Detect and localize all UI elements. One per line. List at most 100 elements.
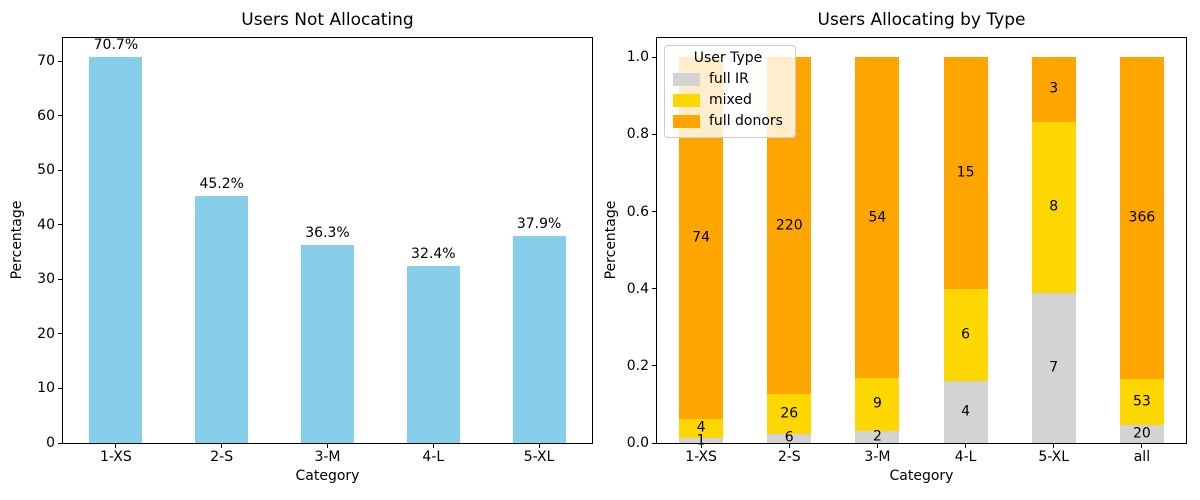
legend-title: User Type (693, 50, 763, 66)
legend-swatch (673, 72, 700, 86)
plot-area: 70.7% 45.2% 36.3% 32.4% 37.9% (62, 37, 593, 444)
segment-count-label: 20 (1132, 425, 1151, 442)
bar-segment (943, 57, 988, 289)
bar (195, 196, 249, 443)
segment-count-label: 4 (961, 403, 971, 420)
x-tick-mark (965, 444, 967, 448)
x-tick-mark (788, 444, 790, 448)
x-tick-label: 5-XL (1038, 449, 1070, 465)
x-tick-mark (700, 444, 702, 448)
segment-count-label: 3 (1049, 80, 1059, 97)
bar-segment (1119, 425, 1164, 443)
y-tick-label: 0.2 (626, 357, 649, 374)
segment-count-label: 6 (961, 326, 971, 343)
segment-count-label: 74 (692, 229, 710, 246)
y-tick-label: 0 (46, 435, 55, 451)
x-tick-label: 3-M (864, 449, 891, 465)
bar-value-label: 36.3% (305, 224, 350, 241)
y-tick-label: 30 (37, 271, 55, 288)
bar-value-label: 37.9% (516, 216, 562, 233)
y-tick-mark (652, 211, 656, 213)
legend-label: full IR (709, 71, 749, 87)
legend-items: full IR mixed full donors (673, 71, 783, 129)
y-tick-mark (652, 442, 656, 444)
bar-segment (1119, 378, 1164, 426)
x-axis-label: Category (295, 468, 360, 484)
bar-segment (855, 57, 900, 378)
bar-segment (1031, 121, 1076, 293)
x-tick-label: 1-XS (685, 449, 717, 465)
chart-title: Users Allocating by Type (817, 10, 1026, 30)
bar-value-label: 32.4% (411, 246, 456, 263)
legend: User Type full IR mixed full donors (664, 45, 796, 138)
segment-count-label: 9 (872, 395, 882, 412)
y-tick-mark (58, 442, 62, 444)
bar-segment (767, 394, 812, 434)
bar-segment (1031, 293, 1076, 443)
y-tick-mark (58, 278, 62, 280)
bar-value-label: 70.7% (93, 37, 139, 54)
bar (89, 57, 143, 443)
y-tick-label: 20 (37, 325, 55, 342)
y-tick-mark (58, 169, 62, 171)
bar-value-label: 45.2% (199, 176, 244, 193)
segment-count-label: 2 (872, 428, 882, 445)
bar-segment (1119, 57, 1164, 379)
x-tick-mark (876, 444, 878, 448)
y-tick-label: 40 (37, 216, 55, 233)
bar-segment (943, 288, 988, 382)
bar (512, 236, 566, 443)
y-tick-mark (58, 224, 62, 226)
legend-label: mixed (709, 92, 752, 108)
legend-swatch (673, 114, 700, 128)
x-tick-mark (432, 444, 434, 448)
segment-count-label: 26 (780, 405, 799, 422)
segment-count-label: 220 (775, 217, 803, 234)
segment-count-label: 366 (1128, 209, 1156, 226)
bar (301, 244, 354, 443)
x-axis-label: Category (889, 468, 954, 484)
legend-row: mixed (673, 92, 783, 108)
segment-count-label: 54 (868, 209, 887, 226)
segment-count-label: 7 (1049, 359, 1059, 376)
bar-segment (943, 381, 988, 443)
y-tick-mark (58, 60, 62, 62)
legend-row: full donors (673, 113, 783, 129)
x-tick-label: 4-L (422, 449, 445, 465)
x-tick-mark (115, 444, 117, 448)
segment-count-label: 6 (784, 429, 794, 446)
segment-count-label: 15 (956, 164, 975, 181)
segment-count-label: 8 (1049, 198, 1059, 215)
segment-count-label: 4 (696, 419, 706, 436)
x-tick-mark (1141, 444, 1143, 448)
y-tick-label: 0.4 (626, 280, 649, 297)
x-tick-mark (1053, 444, 1055, 448)
plot-area: User Type full IR mixed full donors 1 4 74 6 2… (656, 37, 1187, 448)
x-tick-label: 2-S (777, 449, 801, 465)
legend-row: full IR (673, 71, 783, 87)
segment-count-label: 53 (1132, 393, 1151, 410)
x-tick-label: all (1133, 449, 1151, 465)
y-tick-label: 60 (37, 107, 55, 124)
y-tick-mark (58, 387, 62, 389)
x-tick-label: 2-S (210, 449, 234, 465)
y-tick-label: 10 (37, 380, 55, 397)
y-tick-label: 0.8 (626, 126, 649, 143)
y-tick-mark (58, 333, 62, 335)
segment-count-label: 1 (696, 432, 706, 449)
y-tick-mark (652, 365, 656, 367)
y-tick-mark (652, 133, 656, 135)
legend-label: full donors (709, 113, 783, 129)
y-tick-mark (652, 56, 656, 58)
chart-title: Users Not Allocating (241, 10, 414, 30)
bar-segment (855, 431, 900, 443)
bar-segment (855, 377, 900, 432)
bar-segment (679, 438, 724, 443)
y-tick-label: 0.0 (626, 435, 649, 451)
bar-segment (679, 418, 724, 439)
x-tick-label: 3-M (314, 449, 341, 465)
x-tick-label: 4-L (954, 449, 977, 465)
